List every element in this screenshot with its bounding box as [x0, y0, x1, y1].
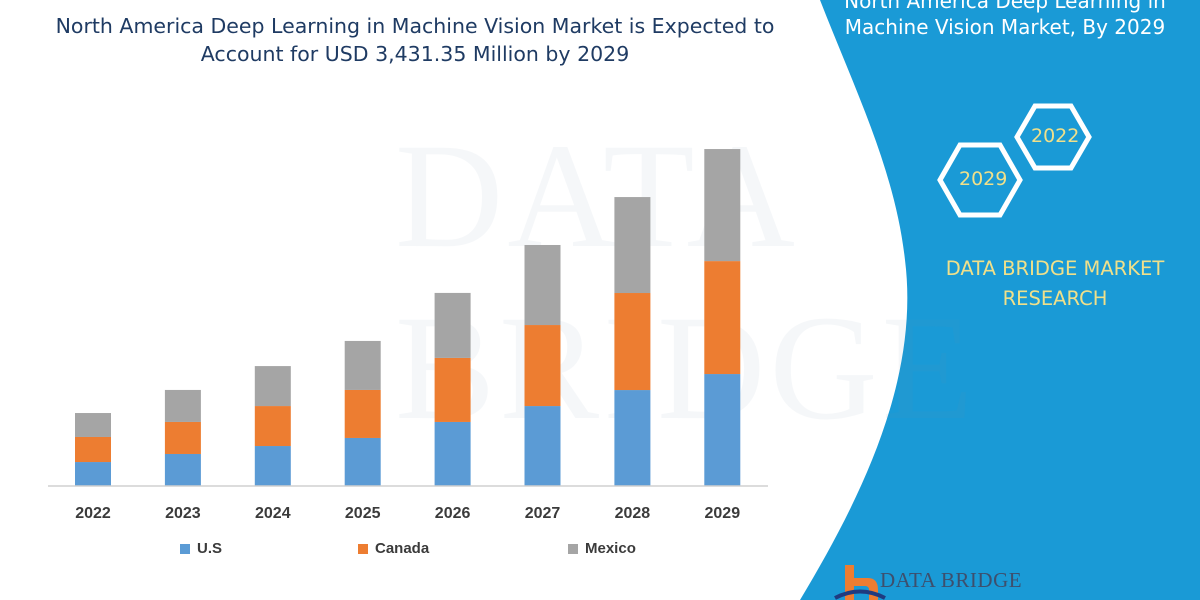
x-tick-label: 2028 — [615, 505, 651, 522]
legend-item: Mexico — [568, 540, 636, 557]
hex-label-2022: 2022 — [1031, 125, 1080, 147]
brand-line1: DATA BRIDGE MARKET — [945, 257, 1165, 280]
bar-mexico-2025 — [344, 340, 381, 390]
bar-mexico-2027 — [524, 244, 561, 326]
hex-label-2029: 2029 — [959, 168, 1008, 190]
bar-canada-2025 — [344, 389, 381, 438]
legend-item: Canada — [358, 540, 429, 557]
page-title: North America Deep Learning in Machine V… — [55, 14, 775, 66]
bar-us-2026 — [434, 421, 471, 486]
bar-mexico-2022 — [75, 413, 111, 437]
logo-text: DATA BRIDGE — [880, 568, 1023, 592]
bar-canada-2027 — [524, 325, 561, 407]
logo-icon — [834, 565, 886, 600]
x-tick-label: 2022 — [75, 505, 111, 522]
bar-canada-2026 — [434, 357, 471, 422]
bar-us-2025 — [344, 437, 381, 486]
x-tick-label: 2026 — [435, 505, 471, 522]
x-tick-label: 2025 — [345, 505, 381, 522]
legend-item: U.S — [180, 540, 222, 557]
hexagon-2029 — [937, 142, 1023, 218]
side-panel-title: North America Deep Learning in Machine V… — [825, 0, 1185, 40]
bar-us-2027 — [524, 406, 561, 486]
bar-us-2028 — [614, 390, 651, 486]
legend-swatch — [568, 543, 578, 554]
bar-mexico-2023 — [164, 389, 201, 422]
x-tick-label: 2029 — [705, 505, 741, 522]
bar-canada-2024 — [254, 406, 291, 447]
brand-line2: RESEARCH — [1002, 287, 1108, 310]
bar-us-2022 — [75, 462, 111, 486]
x-tick-label: 2023 — [165, 505, 201, 522]
legend-label: U.S — [197, 540, 223, 557]
bar-us-2029 — [704, 374, 741, 486]
bar-canada-2029 — [704, 261, 741, 375]
side-title-line2: Machine Vision Market, By 2029 — [844, 15, 1166, 39]
side-title-line1: North America Deep Learning in — [844, 0, 1166, 13]
hexagon-2022 — [1014, 103, 1092, 171]
legend-label: Canada — [375, 540, 430, 557]
bar-mexico-2026 — [434, 292, 471, 358]
stacked-bar-chart: 2022 2023 2024 2025 2026 2027 2028 2029 — [48, 149, 768, 522]
bar-mexico-2028 — [614, 197, 651, 294]
bar-mexico-2024 — [254, 366, 291, 407]
bar-us-2023 — [164, 453, 201, 486]
bar-canada-2028 — [614, 293, 651, 391]
x-tick-label: 2027 — [525, 505, 561, 522]
side-brand: DATA BRIDGE MARKET RESEARCH — [920, 254, 1190, 314]
bar-canada-2022 — [75, 436, 111, 463]
x-tick-label: 2024 — [255, 505, 291, 522]
legend-swatch — [358, 543, 368, 554]
legend-swatch — [180, 543, 190, 554]
legend-label: Mexico — [585, 540, 636, 557]
bar-canada-2023 — [164, 421, 201, 454]
bar-mexico-2029 — [704, 149, 741, 262]
bar-us-2024 — [254, 446, 291, 486]
